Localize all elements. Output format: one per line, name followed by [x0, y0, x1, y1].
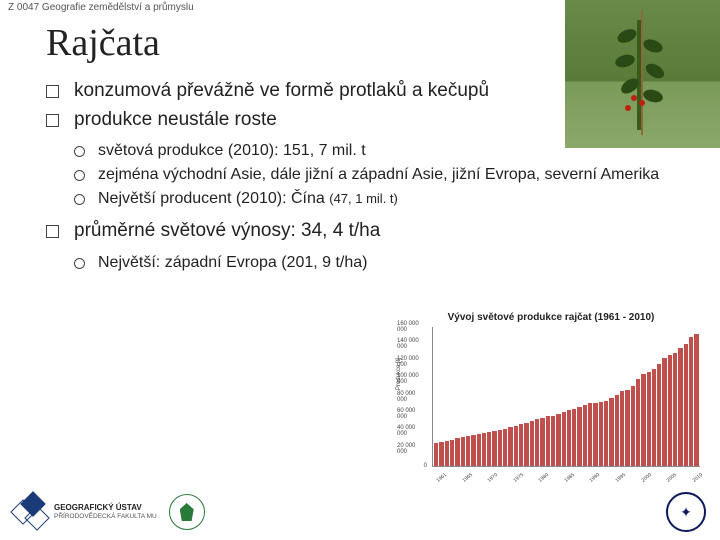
chart-bar: [668, 355, 672, 466]
content-area: konzumová převážně ve formě protlaků a k…: [0, 79, 720, 273]
chart-bar: [657, 364, 661, 467]
chart-title: Vývoj světové produkce rajčat (1961 - 20…: [396, 310, 706, 327]
chart-bar: [625, 390, 629, 466]
chart-bar: [678, 348, 682, 466]
chart-bar: [535, 419, 539, 466]
chart-bar: [593, 403, 597, 466]
chart-bar: [577, 407, 581, 466]
institute-mark-icon: [14, 495, 48, 529]
chart-bar: [434, 443, 438, 466]
course-code: Z 0047 Geografie zemědělství a průmyslu: [8, 2, 194, 13]
yield-item: průměrné světové výnosy: 34, 4 t/ha: [46, 219, 700, 244]
chart-bar: [694, 334, 698, 466]
sub-bullet-item: světová produkce (2010): 151, 7 mil. t: [74, 140, 700, 162]
chart-x-ticks: 1961196519701975198019851990199520002005…: [433, 472, 700, 478]
chart-bar: [477, 434, 481, 466]
sub-bullet-list: světová produkce (2010): 151, 7 mil. t z…: [46, 140, 700, 209]
mu-seal-icon: ✦: [666, 492, 706, 532]
chart-bar: [530, 421, 534, 466]
chart-bar: [492, 431, 496, 466]
institute-text: GEOGRAFICKÝ ÚSTAV PŘÍRODOVĚDECKÁ FAKULTA…: [54, 504, 157, 520]
bullet-item: produkce neustále roste: [46, 108, 700, 133]
chart-bar: [609, 398, 613, 466]
chart-bar: [641, 374, 645, 466]
chart-bar: [673, 353, 677, 466]
chart-bar: [620, 391, 624, 466]
chart-bar: [546, 416, 550, 466]
chart-bar: [461, 437, 465, 466]
chart-bar: [455, 438, 459, 466]
china-detail: (47, 1 mil. t): [329, 191, 398, 206]
sub-bullet-item: zejména východní Asie, dále jižní a zápa…: [74, 164, 700, 186]
bullet-item: konzumová převážně ve formě protlaků a k…: [46, 79, 700, 104]
chart-bar: [498, 430, 502, 466]
yield-sub-item: Největší: západní Evropa (201, 9 t/ha): [74, 252, 700, 274]
chart-bar: [514, 426, 518, 466]
chart-bar: [604, 401, 608, 466]
institute-logo: GEOGRAFICKÝ ÚSTAV PŘÍRODOVĚDECKÁ FAKULTA…: [14, 495, 157, 529]
chart-bar: [583, 405, 587, 466]
chart-bar: [647, 372, 651, 466]
chart-bar: [684, 344, 688, 466]
chart-bar: [567, 410, 571, 466]
sub-bullet-text: Největší producent (2010): Čína: [98, 190, 329, 207]
yield-list: průměrné světové výnosy: 34, 4 t/ha: [46, 219, 700, 244]
chart-y-ticks: 020 000 00040 000 00060 000 00080 000 00…: [397, 327, 431, 466]
chart-bar: [439, 442, 443, 466]
chart-bar: [540, 418, 544, 466]
chart-bar: [445, 441, 449, 466]
chart-plot-area: Produkce [t] 020 000 00040 000 00060 000…: [432, 327, 700, 467]
chart-bar: [631, 386, 635, 466]
chart-bar: [572, 409, 576, 466]
chart-bar: [556, 414, 560, 466]
chart-bar: [519, 424, 523, 466]
chart-bar: [599, 402, 603, 466]
chart-bar: [562, 412, 566, 466]
faculty-seal-icon: [169, 494, 205, 530]
chart-bar: [482, 433, 486, 466]
chart-bar: [524, 423, 528, 466]
chart-bar: [466, 436, 470, 466]
faculty-line: PŘÍRODOVĚDECKÁ FAKULTA MU: [54, 513, 157, 520]
chart-bar: [615, 395, 619, 466]
chart-bar: [450, 440, 454, 466]
chart-bar: [503, 429, 507, 466]
slide-footer: GEOGRAFICKÝ ÚSTAV PŘÍRODOVĚDECKÁ FAKULTA…: [0, 484, 720, 540]
chart-bar: [471, 435, 475, 466]
chart-bar: [636, 379, 640, 466]
chart-bar: [487, 432, 491, 466]
production-chart: Vývoj světové produkce rajčat (1961 - 20…: [396, 310, 706, 480]
chart-bar: [508, 427, 512, 466]
chart-bar: [652, 369, 656, 466]
yield-sub-list: Největší: západní Evropa (201, 9 t/ha): [46, 252, 700, 274]
chart-bar: [551, 416, 555, 466]
chart-bar: [588, 403, 592, 466]
sub-bullet-item: Největší producent (2010): Čína (47, 1 m…: [74, 188, 700, 210]
institute-name: GEOGRAFICKÝ ÚSTAV: [54, 504, 157, 513]
chart-bar: [662, 358, 666, 466]
chart-bar: [689, 337, 693, 466]
